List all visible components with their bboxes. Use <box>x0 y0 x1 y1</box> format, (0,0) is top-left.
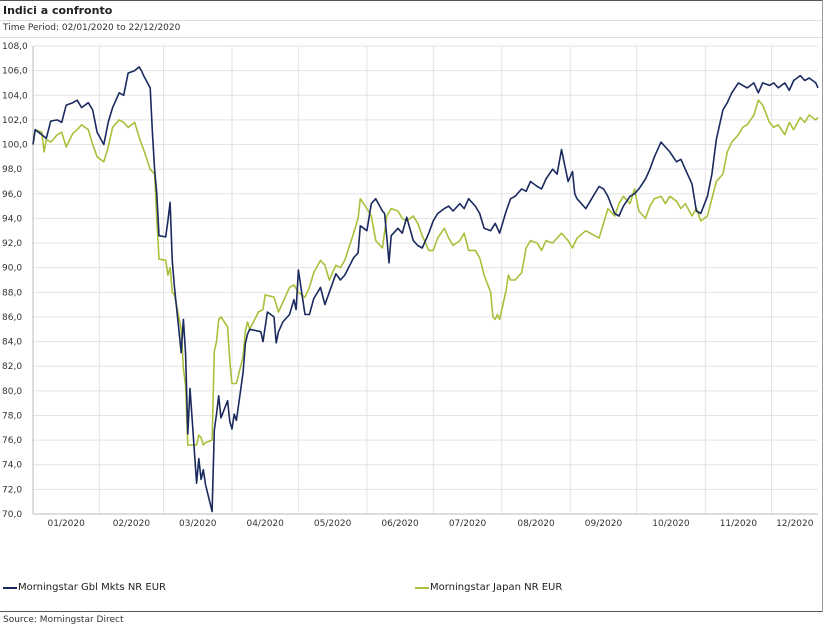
y-tick-label: 80,0 <box>2 387 22 397</box>
y-tick-label: 100,0 <box>2 141 28 151</box>
chart-title: Indici a confronto <box>3 4 113 17</box>
legend-label-gbl: Morningstar Gbl Mkts NR EUR <box>18 582 167 593</box>
series-line-gbl <box>32 66 819 513</box>
y-tick-label: 78,0 <box>2 411 22 421</box>
x-tick-label: 12/2020 <box>776 519 814 529</box>
y-tick-label: 76,0 <box>2 436 22 446</box>
x-tick-label: 05/2020 <box>314 519 352 529</box>
y-tick-label: 94,0 <box>2 214 22 224</box>
y-tick-label: 90,0 <box>2 264 22 274</box>
y-tick-label: 82,0 <box>2 362 22 372</box>
frame-top-border <box>0 0 822 1</box>
line-chart: 70,0 72,0 74,0 76,0 78,0 80,0 82,0 84,0 86,0 88,0… <box>2 42 819 529</box>
frame-right-border <box>822 0 823 612</box>
y-tick-label: 92,0 <box>2 239 22 249</box>
x-tick-label: 03/2020 <box>179 519 217 529</box>
y-tick-label: 86,0 <box>2 313 22 323</box>
series-line-japan <box>32 99 819 446</box>
y-tick-label: 104,0 <box>2 91 28 101</box>
x-tick-label: 06/2020 <box>381 519 419 529</box>
y-tick-label: 70,0 <box>2 510 22 520</box>
legend-swatch-gbl <box>3 586 17 589</box>
legend-item-japan: Morningstar Japan NR EUR <box>415 582 562 593</box>
y-tick-label: 96,0 <box>2 190 22 200</box>
x-tick-label: 02/2020 <box>113 519 151 529</box>
y-tick-label: 88,0 <box>2 288 22 298</box>
y-tick-label: 84,0 <box>2 338 22 348</box>
x-tick-label: 08/2020 <box>517 519 555 529</box>
y-tick-label: 74,0 <box>2 461 22 471</box>
x-tick-label: 10/2020 <box>652 519 690 529</box>
x-tick-label: 11/2020 <box>720 519 758 529</box>
title-divider <box>0 20 822 21</box>
y-tick-label: 72,0 <box>2 485 22 495</box>
time-period-label: Time Period: 02/01/2020 to 22/12/2020 <box>3 23 181 33</box>
x-tick-label: 09/2020 <box>585 519 623 529</box>
y-tick-label: 108,0 <box>2 42 28 52</box>
legend-swatch-japan <box>415 586 429 589</box>
y-tick-label: 98,0 <box>2 165 22 175</box>
legend-label-japan: Morningstar Japan NR EUR <box>430 582 563 593</box>
y-tick-label: 102,0 <box>2 116 28 126</box>
frame-bottom-border <box>0 611 822 612</box>
subtitle-divider <box>0 37 822 38</box>
legend-item-gbl: Morningstar Gbl Mkts NR EUR <box>3 582 166 593</box>
y-tick-label: 106,0 <box>2 67 28 77</box>
x-tick-label: 01/2020 <box>47 519 85 529</box>
x-tick-label: 04/2020 <box>246 519 284 529</box>
x-tick-label: 07/2020 <box>449 519 487 529</box>
source-note: Source: Morningstar Direct <box>3 615 124 625</box>
